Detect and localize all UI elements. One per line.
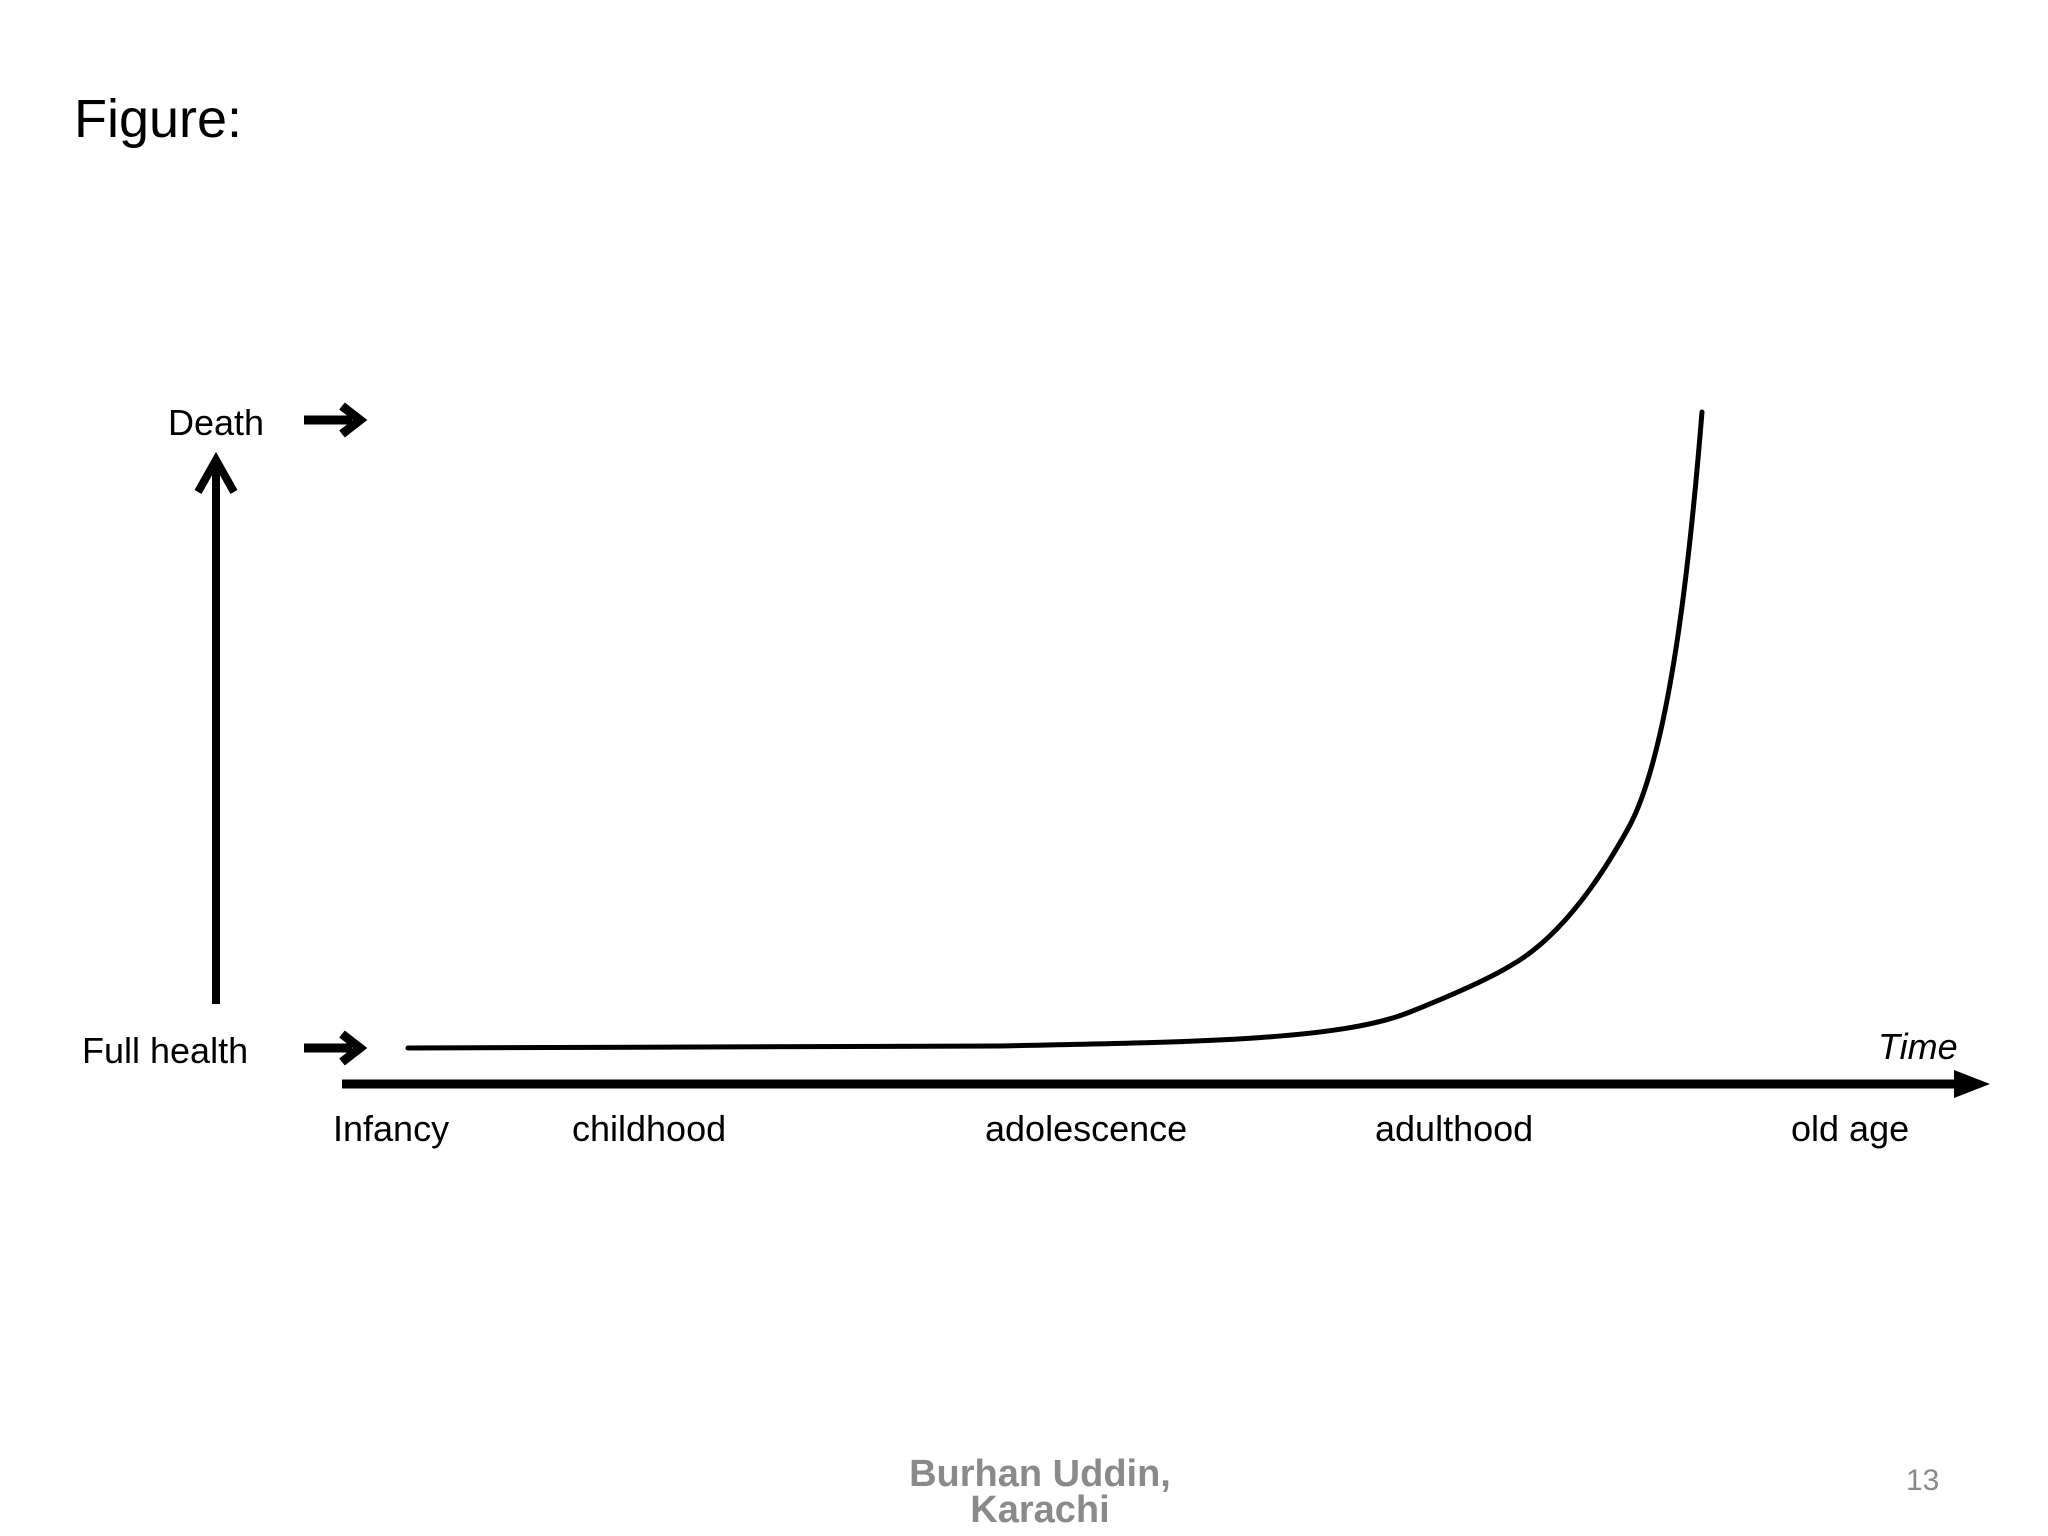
footer-author: Burhan Uddin, Karachi: [800, 1453, 1280, 1531]
stage-label-adolescence: adolescence: [985, 1108, 1188, 1149]
slide-title: Figure:: [74, 89, 243, 149]
time-axis-head: [1954, 1070, 1990, 1098]
stage-label-old-age: old age: [1791, 1108, 1910, 1149]
health-curve: [405, 409, 1705, 1051]
time-axis-label: Time: [1878, 1026, 1958, 1067]
full-health-label: Full health: [82, 1030, 249, 1071]
stage-label-infancy: Infancy: [333, 1108, 450, 1149]
stage-label-adulthood: adulthood: [1375, 1108, 1534, 1149]
stage-label-childhood: childhood: [572, 1108, 727, 1149]
page-number: 13: [1906, 1464, 1940, 1497]
death-label: Death: [168, 402, 265, 443]
vertical-arrow-head: [194, 451, 238, 494]
footer-author-line2: Karachi: [970, 1489, 1110, 1531]
full-health-pointer-arrow-head: [339, 1030, 368, 1066]
death-pointer-arrow-head: [339, 402, 368, 438]
footer-author-line1: Burhan Uddin,: [909, 1453, 1171, 1495]
